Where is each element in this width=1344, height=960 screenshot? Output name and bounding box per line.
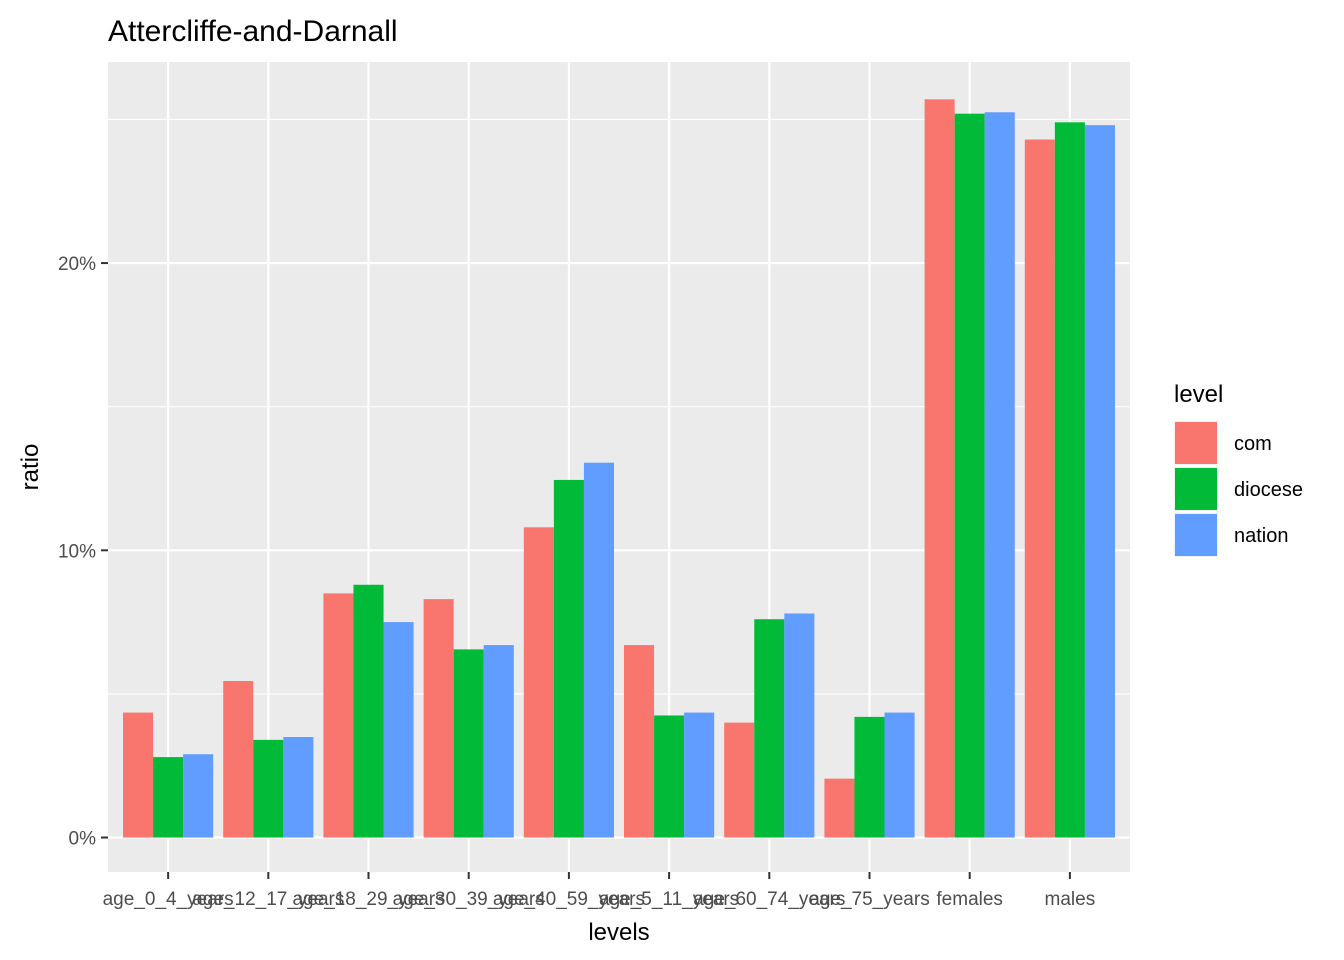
bar-diocese bbox=[253, 739, 284, 838]
legend-label-com: com bbox=[1234, 433, 1272, 455]
legend: level com diocese nation bbox=[1174, 381, 1303, 557]
bar-diocese bbox=[654, 715, 685, 838]
x-axis-title: levels bbox=[588, 919, 649, 946]
x-axis-ticks: age_0_4_yearsage_12_17_yearsage_18_29_ye… bbox=[103, 872, 1096, 910]
y-tick-label: 20% bbox=[58, 254, 96, 275]
bar-nation bbox=[784, 613, 815, 838]
bar-com bbox=[724, 722, 755, 838]
bar-diocese bbox=[754, 619, 785, 838]
y-axis-ticks: 0% 10% 20% bbox=[58, 254, 108, 850]
bar-com bbox=[824, 778, 855, 838]
legend-swatch-com bbox=[1175, 422, 1217, 464]
x-tick-label: females bbox=[936, 889, 1003, 910]
bar-nation bbox=[283, 737, 314, 838]
y-tick-label: 10% bbox=[58, 541, 96, 562]
bar-diocese bbox=[954, 113, 985, 838]
bar-com bbox=[123, 712, 154, 838]
bar-diocese bbox=[153, 757, 184, 838]
bar-diocese bbox=[1054, 122, 1085, 838]
bar-com bbox=[924, 99, 955, 838]
legend-label-diocese: diocese bbox=[1234, 479, 1303, 501]
x-tick-label: age_30_39_years bbox=[393, 889, 545, 910]
bar-com bbox=[624, 645, 655, 838]
chart-title: Attercliffe-and-Darnall bbox=[108, 15, 398, 48]
bar-diocese bbox=[553, 479, 584, 838]
bar-com bbox=[423, 599, 454, 838]
x-tick-label: age_12_17_years bbox=[192, 889, 344, 910]
x-tick-label: males bbox=[1045, 889, 1096, 910]
bar-nation bbox=[1084, 125, 1115, 838]
bar-diocese bbox=[353, 584, 384, 838]
x-tick-label: age_60_74_years bbox=[693, 889, 845, 910]
bar-diocese bbox=[854, 716, 885, 838]
x-tick-label: age_5_11_years bbox=[599, 889, 739, 910]
x-tick-label: age_18_29_years bbox=[292, 889, 444, 910]
bar-com bbox=[523, 527, 554, 838]
x-tick-label: age_40_59_years bbox=[493, 889, 645, 910]
x-tick-label: age_75_years bbox=[809, 889, 929, 910]
y-axis-title: ratio bbox=[17, 444, 44, 491]
legend-swatch-diocese bbox=[1175, 468, 1217, 510]
bar-nation bbox=[383, 622, 414, 838]
bar-nation bbox=[583, 462, 614, 838]
bar-nation bbox=[684, 712, 715, 838]
bar-nation bbox=[884, 712, 915, 838]
bar-nation bbox=[483, 645, 514, 838]
legend-label-nation: nation bbox=[1234, 525, 1289, 547]
bar-com bbox=[323, 593, 354, 838]
bar-diocese bbox=[453, 649, 484, 838]
bar-com bbox=[1024, 139, 1055, 838]
legend-title: level bbox=[1174, 381, 1223, 408]
legend-swatch-nation bbox=[1175, 514, 1217, 556]
bars bbox=[123, 99, 1115, 838]
x-tick-label: age_0_4_years bbox=[103, 889, 234, 910]
y-tick-label: 0% bbox=[69, 829, 97, 850]
bar-nation bbox=[984, 112, 1015, 838]
bar-nation bbox=[183, 754, 214, 838]
bar-com bbox=[223, 680, 254, 838]
